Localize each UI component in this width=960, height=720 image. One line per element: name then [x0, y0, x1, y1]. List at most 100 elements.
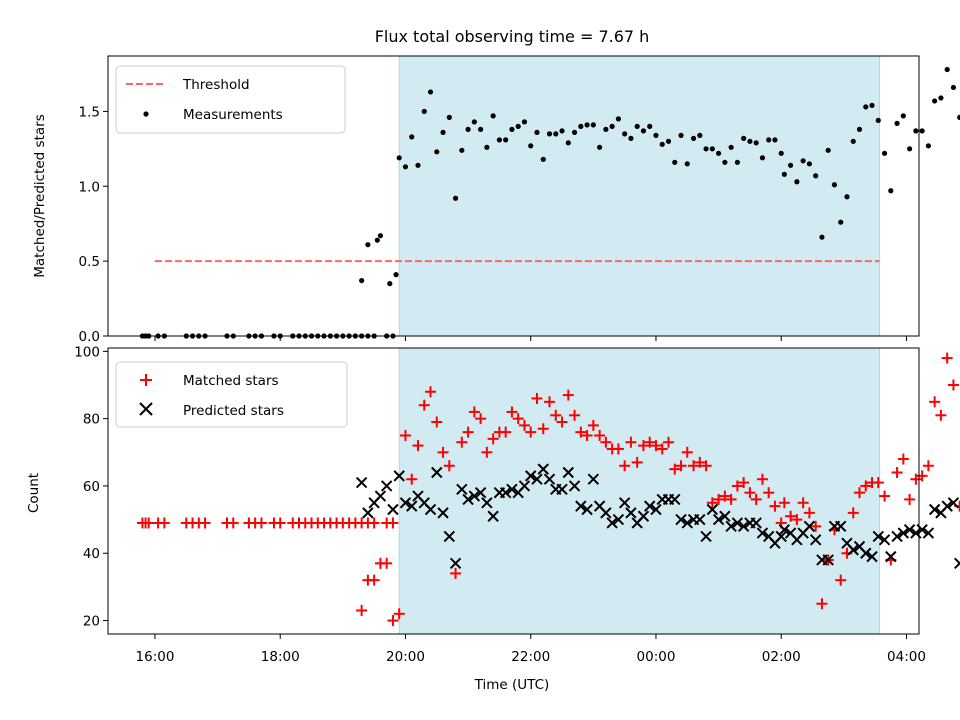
- predicted-star-point: [872, 530, 885, 543]
- measurement-point: [856, 126, 863, 132]
- measurement-point: [452, 195, 459, 201]
- measurement-point: [659, 141, 665, 147]
- measurement-point: [521, 119, 528, 125]
- y-tick-label: 40: [83, 546, 100, 562]
- matched-star-point: [725, 493, 737, 505]
- matched-star-point: [744, 487, 756, 499]
- measurement-point: [957, 114, 960, 120]
- matched-star-point: [531, 392, 543, 404]
- legend-measurements-label: Measurements: [183, 107, 283, 123]
- matched-star-point: [872, 477, 884, 489]
- measurement-point: [571, 129, 578, 135]
- measurement-point: [647, 123, 653, 129]
- matched-star-point: [769, 500, 781, 512]
- measurement-point: [938, 95, 944, 101]
- measurement-point: [540, 156, 546, 162]
- measurement-point: [565, 140, 571, 146]
- matched-star-point: [706, 497, 718, 509]
- matched-star-point: [791, 514, 803, 526]
- predicted-star-point: [712, 513, 725, 526]
- matched-star-point: [713, 493, 725, 505]
- measurement-point: [844, 194, 850, 200]
- bottom-observing-window-shade: [398, 347, 881, 635]
- predicted-star-point: [694, 513, 706, 526]
- matched-star-point: [675, 460, 687, 472]
- matched-star-point: [637, 440, 649, 452]
- matched-star-point: [854, 487, 866, 499]
- measurement-point: [728, 144, 734, 150]
- matched-star-point: [418, 399, 430, 411]
- measurement-point: [741, 135, 747, 141]
- bottom-y-axis: 20 40 60 80 100: [74, 344, 108, 630]
- measurement-point: [869, 102, 875, 109]
- matched-star-point: [569, 409, 581, 421]
- predicted-star-point: [719, 510, 731, 522]
- measurement-point: [515, 123, 521, 129]
- matched-star-point: [904, 493, 916, 505]
- matched-star-point: [575, 426, 587, 438]
- measurement-point: [900, 113, 906, 119]
- predicted-star-point: [531, 473, 543, 485]
- measurement-point: [703, 146, 709, 152]
- measurement-point: [427, 89, 434, 95]
- measurement-point: [546, 131, 553, 137]
- predicted-star-point: [481, 497, 493, 509]
- matched-star-point: [600, 436, 612, 448]
- matched-star-point: [662, 436, 674, 448]
- predicted-star-point: [606, 517, 618, 529]
- predicted-star-point: [462, 493, 474, 506]
- predicted-star-point: [399, 497, 412, 509]
- predicted-star-point: [437, 507, 449, 519]
- matched-star-point: [587, 419, 599, 431]
- predicted-star-point: [878, 534, 891, 546]
- matched-star-point: [506, 406, 518, 418]
- measurement-point: [440, 129, 446, 135]
- matched-star-point: [443, 460, 455, 472]
- predicted-star-point: [897, 527, 910, 539]
- bottom-legend: Matched stars Predicted stars: [115, 361, 348, 428]
- measurement-point: [374, 237, 380, 243]
- predicted-star-point: [650, 503, 662, 516]
- measurement-point: [634, 123, 640, 129]
- predicted-star-point: [891, 530, 903, 543]
- predicted-star-point: [637, 510, 650, 522]
- measurement-point: [684, 161, 690, 167]
- x-tick-label: 18:00: [261, 649, 300, 665]
- predicted-star-point: [947, 497, 960, 509]
- predicted-star-point: [587, 473, 600, 485]
- predicted-star-point: [581, 503, 593, 516]
- measurement-point: [421, 108, 427, 115]
- top-panel: 0.0 0.5 1.0 1.5 Matched/Predicted stars Thr…: [32, 55, 960, 345]
- measurement-point: [396, 155, 402, 161]
- matched-star-point: [681, 446, 693, 458]
- predicted-star-point: [885, 550, 897, 563]
- top-x-axis-ticks: [154, 336, 907, 341]
- measurement-point: [925, 143, 931, 149]
- predicted-star-point: [618, 497, 631, 509]
- measurement-point: [387, 280, 393, 287]
- y-tick-label: 1.5: [79, 104, 100, 120]
- measurement-point: [875, 117, 881, 123]
- x-tick-label: 16:00: [136, 649, 175, 665]
- measurement-point: [838, 219, 844, 225]
- measurement-point: [446, 114, 452, 120]
- matched-star-point: [356, 604, 368, 616]
- measurement-point: [772, 137, 778, 143]
- predicted-star-point: [537, 463, 549, 475]
- legend-matched-label: Matched stars: [183, 373, 279, 389]
- matched-star-point: [644, 436, 656, 448]
- measurement-point: [640, 128, 647, 134]
- predicted-star-point: [775, 530, 787, 543]
- predicted-star-point: [468, 490, 481, 502]
- predicted-star-point: [431, 466, 443, 479]
- measurement-point: [615, 116, 621, 122]
- measurement-point: [528, 143, 534, 149]
- measurement-point: [415, 162, 421, 168]
- matched-stars-series: [136, 352, 960, 627]
- predicted-star-point: [424, 503, 437, 516]
- measurement-point: [944, 66, 950, 73]
- predicted-star-point: [556, 483, 568, 496]
- predicted-star-point: [644, 500, 656, 512]
- measurement-point: [863, 104, 869, 110]
- predicted-star-point: [387, 503, 399, 516]
